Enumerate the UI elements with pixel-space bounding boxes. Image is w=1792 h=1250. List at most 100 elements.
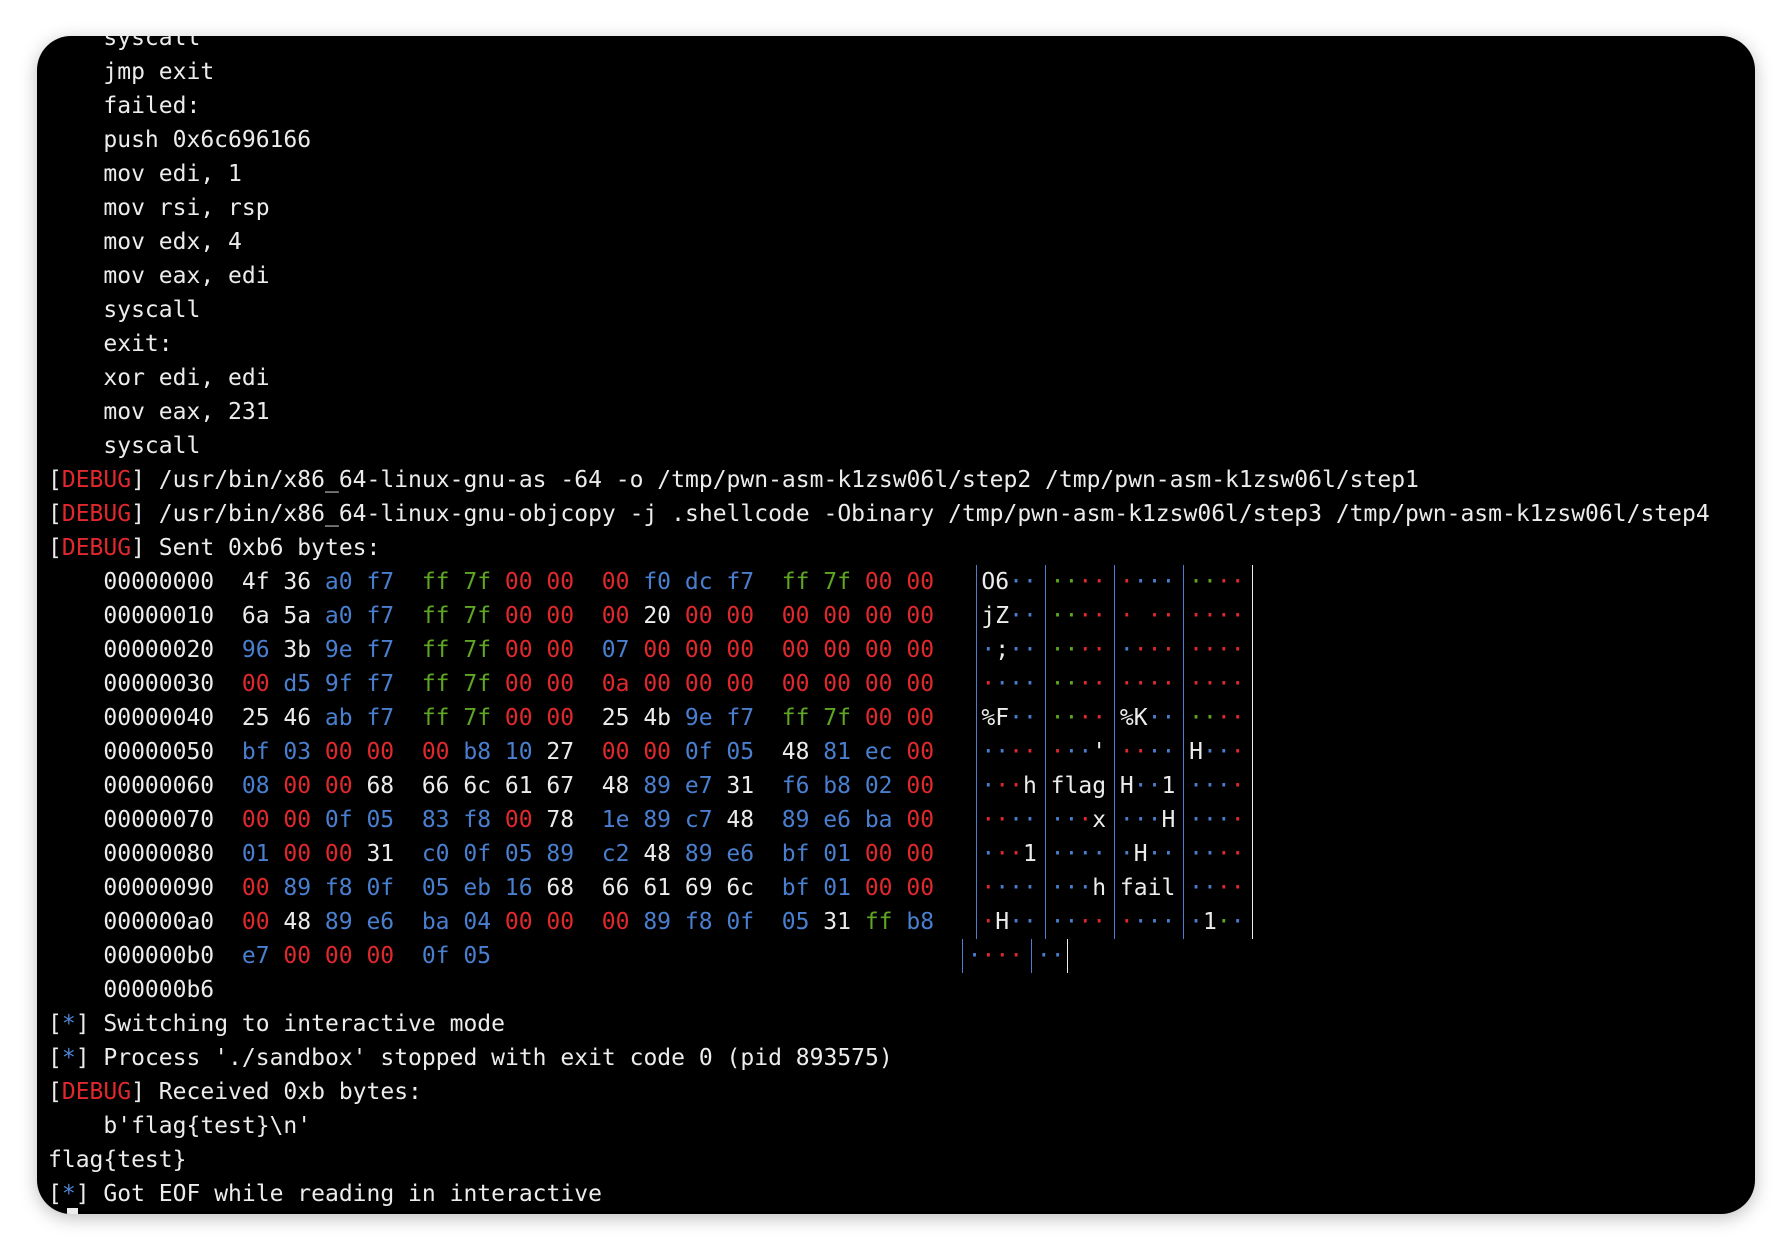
hex-byte: 00 — [241, 909, 270, 935]
hex-byte: a0 — [324, 569, 353, 595]
hex-byte: 1e — [601, 807, 630, 833]
hex-byte: bf — [781, 841, 810, 867]
hex-byte: 0f — [463, 841, 492, 867]
hex-row: 000000a0 00 48 89 e6 ba 04 00 00 00 89 f8 0f 05 31 ff b8… — [48, 905, 1710, 939]
hex-byte: f7 — [726, 705, 755, 731]
bracket: [ — [48, 501, 62, 527]
log-line: syscall — [48, 293, 1710, 327]
hex-byte: 89 — [781, 807, 810, 833]
hex-byte: 00 — [504, 603, 533, 629]
ascii-group: ···H — [1114, 803, 1183, 837]
log-line: flag{test} — [48, 1143, 1710, 1177]
hex-byte: 67 — [546, 773, 575, 799]
ascii-group: ···· — [1183, 837, 1253, 871]
hex-byte: 00 — [283, 943, 312, 969]
hex-byte: 00 — [283, 807, 312, 833]
log-text: ] Process './sandbox' stopped with exit … — [75, 1045, 893, 1071]
hex-row: 00000030 00 d5 9f f7 ff 7f 00 00 0a 00 00 00 00 00 00 00… — [48, 667, 1710, 701]
hex-row: 000000b0 e7 00 00 00 0f 05 ···· ·· — [48, 939, 1710, 973]
ascii-group: ···· — [1183, 565, 1253, 599]
log-line: mov eax, edi — [48, 259, 1710, 293]
hex-byte: 0f — [684, 739, 713, 765]
ascii-group: ···· — [1044, 599, 1114, 633]
log-line: xor edi, edi — [48, 361, 1710, 395]
hex-byte: 08 — [241, 773, 270, 799]
hex-byte: 04 — [463, 909, 492, 935]
ascii-group: ·· — [1031, 939, 1069, 973]
hex-byte: 6a — [241, 603, 270, 629]
hex-byte: d5 — [283, 671, 312, 697]
hex-byte: 3b — [283, 637, 312, 663]
hex-offset: 00000030 — [103, 671, 215, 697]
hex-byte: 0f — [421, 943, 450, 969]
hex-offset: 000000b6 — [103, 977, 215, 1003]
ascii-area: O6·· ···· ···· ···· — [975, 565, 1253, 599]
bracket: [ — [48, 1045, 62, 1071]
hex-byte: 00 — [906, 637, 935, 663]
hex-row: 00000000 4f 36 a0 f7 ff 7f 00 00 00 f0 dc f7 ff 7f 00 00… — [48, 565, 1710, 599]
log-tag: * — [61, 1011, 76, 1037]
hex-byte: 00 — [241, 807, 270, 833]
hex-byte: 48 — [601, 773, 630, 799]
hex-byte: f0 — [643, 569, 672, 595]
hex-byte: 89 — [546, 841, 575, 867]
bracket: [ — [48, 1079, 62, 1105]
log-text: b'flag{test}\n' — [48, 1113, 312, 1139]
hex-byte: 00 — [864, 637, 893, 663]
hex-byte: 00 — [906, 569, 935, 595]
hex-byte: 7f — [463, 671, 492, 697]
log-text: jmp exit — [48, 59, 215, 85]
hex-byte: 48 — [643, 841, 672, 867]
log-line: [*] Process './sandbox' stopped with exi… — [48, 1041, 1710, 1075]
ascii-group: ···1 — [975, 837, 1045, 871]
hex-byte: f6 — [781, 773, 810, 799]
ascii-group: ···· — [1044, 701, 1114, 735]
hex-byte: f8 — [684, 909, 713, 935]
hex-byte: 00 — [906, 603, 935, 629]
hex-row: 00000080 01 00 00 31 c0 0f 05 89 c2 48 89 e6 bf 01 00 00… — [48, 837, 1710, 871]
hex-offset: 00000070 — [103, 807, 215, 833]
hex-row: 00000050 bf 03 00 00 00 b8 10 27 00 00 0f 05 48 81 ec 00… — [48, 735, 1710, 769]
hex-byte: 05 — [781, 909, 810, 935]
ascii-group: ·;·· — [975, 633, 1045, 667]
ascii-group: fail — [1114, 871, 1183, 905]
log-text: ] Received 0xb bytes: — [131, 1079, 422, 1105]
hex-byte: 31 — [366, 841, 395, 867]
hex-byte: 00 — [864, 603, 893, 629]
hex-byte: 01 — [241, 841, 270, 867]
hex-byte: 00 — [864, 841, 893, 867]
hex-byte: e6 — [366, 909, 395, 935]
hex-byte: 78 — [546, 807, 575, 833]
hex-byte: 00 — [546, 637, 575, 663]
hex-byte: 00 — [324, 841, 353, 867]
bracket: [ — [48, 1011, 62, 1037]
ascii-group: ·1·· — [1183, 905, 1253, 939]
hex-byte: bf — [781, 875, 810, 901]
hex-byte: ba — [421, 909, 450, 935]
hex-byte: 00 — [726, 603, 755, 629]
hex-byte: f8 — [463, 807, 492, 833]
hex-byte: 00 — [283, 773, 312, 799]
hex-byte: 5a — [283, 603, 312, 629]
ascii-group: ·H·· — [1114, 837, 1183, 871]
ascii-group: H··· — [1183, 735, 1253, 769]
hex-byte: 07 — [601, 637, 630, 663]
hex-byte: 00 — [366, 943, 395, 969]
ascii-group: flag — [1044, 769, 1114, 803]
ascii-group: ···· — [961, 939, 1031, 973]
hex-byte: 00 — [906, 773, 935, 799]
hex-byte: 00 — [601, 603, 630, 629]
ascii-group: H··1 — [1114, 769, 1183, 803]
hex-byte: 7f — [463, 705, 492, 731]
hex-byte: e6 — [823, 807, 851, 833]
hex-byte: 31 — [726, 773, 755, 799]
hex-byte: 00 — [324, 773, 353, 799]
hex-byte: 9e — [684, 705, 713, 731]
hex-byte: 89 — [643, 773, 672, 799]
log-text: ] Switching to interactive mode — [75, 1011, 505, 1037]
ascii-group: ···· — [1114, 633, 1183, 667]
log-tag: DEBUG — [61, 535, 132, 561]
hex-byte: 25 — [601, 705, 630, 731]
hex-byte: 00 — [504, 637, 533, 663]
hex-byte: 9e — [324, 637, 353, 663]
